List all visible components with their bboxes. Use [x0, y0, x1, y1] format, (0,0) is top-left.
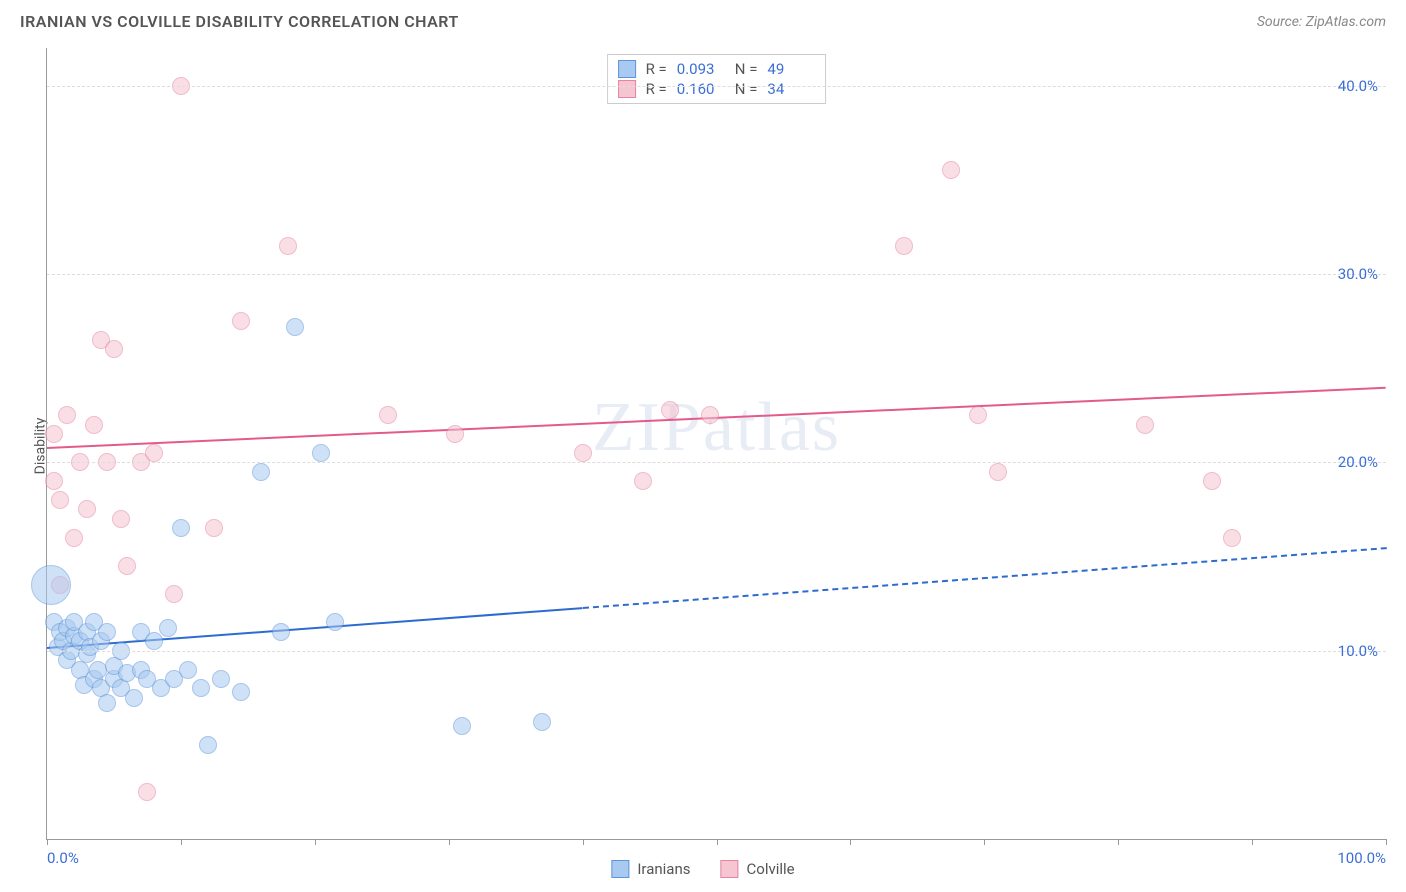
scatter-point — [45, 425, 63, 443]
stats-legend-box: R = 0.093 N = 49 R = 0.160 N = 34 — [607, 54, 827, 104]
scatter-point — [31, 565, 71, 605]
scatter-point — [533, 713, 551, 731]
scatter-point — [105, 340, 123, 358]
scatter-point — [895, 237, 913, 255]
scatter-point — [942, 161, 960, 179]
scatter-point — [379, 406, 397, 424]
scatter-point — [98, 623, 116, 641]
scatter-point — [172, 519, 190, 537]
scatter-point — [85, 416, 103, 434]
scatter-point — [272, 623, 290, 641]
legend-item: Colville — [721, 860, 795, 878]
x-tick — [1252, 839, 1253, 845]
chart-title: IRANIAN VS COLVILLE DISABILITY CORRELATI… — [20, 12, 459, 31]
series-swatch — [618, 60, 636, 78]
scatter-point — [326, 613, 344, 631]
y-tick-label: 30.0% — [1338, 265, 1378, 283]
scatter-point — [199, 736, 217, 754]
y-tick-label: 40.0% — [1338, 77, 1378, 95]
legend-swatch — [721, 860, 739, 878]
x-tick — [1118, 839, 1119, 845]
scatter-point — [969, 406, 987, 424]
scatter-point — [634, 472, 652, 490]
r-label: R = — [646, 60, 667, 78]
scatter-point — [65, 529, 83, 547]
x-tick — [449, 839, 450, 845]
scatter-point — [205, 519, 223, 537]
gridline — [47, 86, 1386, 87]
scatter-point — [1203, 472, 1221, 490]
scatter-point — [989, 463, 1007, 481]
stats-row: R = 0.160 N = 34 — [618, 79, 816, 99]
x-tick — [315, 839, 316, 845]
series-swatch — [618, 80, 636, 98]
x-tick — [984, 839, 985, 845]
x-tick — [1386, 839, 1387, 845]
scatter-point — [45, 472, 63, 490]
scatter-point — [1136, 416, 1154, 434]
scatter-point — [312, 444, 330, 462]
regression-line — [47, 607, 583, 649]
n-value: 49 — [767, 60, 815, 78]
scatter-point — [279, 237, 297, 255]
r-label: R = — [646, 80, 667, 98]
x-tick-label: 100.0% — [1337, 849, 1386, 867]
scatter-point — [125, 689, 143, 707]
scatter-point — [58, 406, 76, 424]
series-legend: Iranians Colville — [611, 860, 794, 878]
scatter-point — [145, 632, 163, 650]
chart-area: ZIPatlas R =0.093N =49R =0.160N =34 10.0… — [46, 48, 1386, 840]
scatter-point — [138, 783, 156, 801]
x-tick-label: 0.0% — [47, 849, 79, 867]
legend-item: Iranians — [611, 860, 690, 878]
scatter-point — [118, 557, 136, 575]
scatter-point — [51, 491, 69, 509]
scatter-point — [159, 619, 177, 637]
scatter-point — [701, 406, 719, 424]
scatter-point — [165, 585, 183, 603]
scatter-point — [98, 694, 116, 712]
n-label: N = — [735, 80, 758, 98]
y-tick-label: 10.0% — [1338, 642, 1378, 660]
gridline — [47, 274, 1386, 275]
gridline — [47, 462, 1386, 463]
legend-label: Colville — [747, 860, 795, 878]
scatter-point — [78, 500, 96, 518]
scatter-point — [212, 670, 230, 688]
scatter-point — [179, 661, 197, 679]
scatter-point — [112, 510, 130, 528]
n-value: 34 — [767, 80, 815, 98]
y-tick-label: 20.0% — [1338, 453, 1378, 471]
plot-surface — [47, 48, 1386, 839]
scatter-point — [661, 401, 679, 419]
x-tick — [47, 839, 48, 845]
x-tick — [583, 839, 584, 845]
scatter-point — [252, 463, 270, 481]
legend-label: Iranians — [637, 860, 690, 878]
scatter-point — [232, 312, 250, 330]
scatter-point — [286, 318, 304, 336]
n-label: N = — [735, 60, 758, 78]
r-value: 0.160 — [677, 80, 725, 98]
scatter-point — [453, 717, 471, 735]
scatter-point — [145, 444, 163, 462]
x-tick — [181, 839, 182, 845]
scatter-point — [1223, 529, 1241, 547]
regression-line — [583, 547, 1387, 609]
source-label: Source: ZipAtlas.com — [1257, 14, 1386, 30]
x-tick — [717, 839, 718, 845]
x-tick — [850, 839, 851, 845]
r-value: 0.093 — [677, 60, 725, 78]
scatter-point — [232, 683, 250, 701]
scatter-point — [574, 444, 592, 462]
legend-swatch — [611, 860, 629, 878]
scatter-point — [192, 679, 210, 697]
gridline — [47, 651, 1386, 652]
stats-row: R = 0.093 N = 49 — [618, 59, 816, 79]
scatter-point — [446, 425, 464, 443]
